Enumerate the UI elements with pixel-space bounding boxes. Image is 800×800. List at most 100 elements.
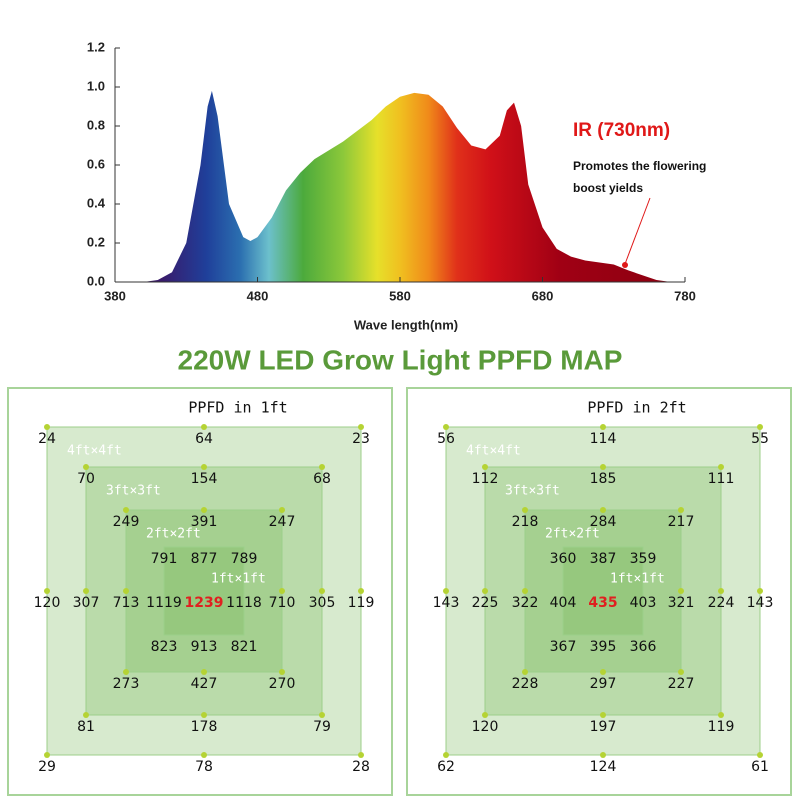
ppfd-value: 823 bbox=[151, 639, 178, 655]
ppfd-value: 56 bbox=[437, 431, 455, 447]
measure-dot bbox=[600, 424, 606, 430]
measure-dot bbox=[201, 752, 207, 758]
ppfd-value: 24 bbox=[38, 431, 56, 447]
x-tick-label: 480 bbox=[247, 288, 269, 303]
area-square bbox=[163, 546, 245, 636]
annotation-arrow bbox=[624, 197, 651, 265]
measure-dot bbox=[522, 588, 528, 594]
ppfd-value: 359 bbox=[630, 551, 657, 567]
measure-dot bbox=[718, 464, 724, 470]
ppfd-value: 119 bbox=[708, 719, 735, 735]
ppfd-value: 81 bbox=[77, 719, 95, 735]
ppfd-value: 111 bbox=[708, 471, 735, 487]
square-label: 2ft×2ft bbox=[545, 527, 600, 542]
center-value: 1239 bbox=[185, 595, 224, 611]
ppfd-value: 55 bbox=[751, 431, 769, 447]
measure-dot bbox=[319, 464, 325, 470]
ppfd-value: 404 bbox=[550, 595, 577, 611]
heading: 220W LED Grow Light PPFD MAP bbox=[178, 344, 623, 375]
ppfd-value: 713 bbox=[113, 595, 140, 611]
ppfd-value: 218 bbox=[512, 514, 539, 530]
map-panel bbox=[7, 387, 393, 796]
ppfd-value: 789 bbox=[231, 551, 258, 567]
ppfd-value: 29 bbox=[38, 759, 56, 775]
measure-dot bbox=[83, 712, 89, 718]
measure-dot bbox=[443, 588, 449, 594]
ppfd-value: 791 bbox=[151, 551, 178, 567]
measure-dot bbox=[678, 507, 684, 513]
square-label: 3ft×3ft bbox=[505, 484, 560, 499]
ppfd-value: 1119 bbox=[146, 595, 182, 611]
measure-dot bbox=[319, 712, 325, 718]
square-label: 3ft×3ft bbox=[106, 484, 161, 499]
measure-dot bbox=[279, 588, 285, 594]
ppfd-value: 305 bbox=[309, 595, 336, 611]
ppfd-value: 28 bbox=[352, 759, 370, 775]
annotation-point bbox=[622, 262, 628, 268]
measure-dot bbox=[201, 464, 207, 470]
ppfd-value: 68 bbox=[313, 471, 331, 487]
ppfd-value: 61 bbox=[751, 759, 769, 775]
x-tick-label: 580 bbox=[389, 288, 411, 303]
annotation-line: Promotes the flowering bbox=[573, 159, 706, 173]
ppfd-value: 270 bbox=[269, 676, 296, 692]
measure-dot bbox=[123, 588, 129, 594]
area-square bbox=[524, 509, 682, 673]
ppfd-value: 877 bbox=[191, 551, 218, 567]
measure-dot bbox=[600, 507, 606, 513]
measure-dot bbox=[482, 588, 488, 594]
ppfd-value: 307 bbox=[73, 595, 100, 611]
measure-dot bbox=[482, 464, 488, 470]
ppfd-value: 64 bbox=[195, 431, 213, 447]
measure-dot bbox=[718, 712, 724, 718]
measure-dot bbox=[482, 712, 488, 718]
measure-dot bbox=[201, 712, 207, 718]
center-value: 435 bbox=[588, 595, 617, 611]
annotation-title: IR (730nm) bbox=[573, 120, 670, 141]
ppfd-value: 913 bbox=[191, 639, 218, 655]
measure-dot bbox=[600, 752, 606, 758]
y-tick-label: 0.8 bbox=[87, 117, 105, 132]
ppfd-value: 395 bbox=[590, 639, 617, 655]
measure-dot bbox=[757, 424, 763, 430]
square-label: 1ft×1ft bbox=[610, 572, 665, 587]
y-tick-label: 0.0 bbox=[87, 273, 105, 288]
spectrum-chart: 0.0 0.2 0.4 0.6 0.8 1.0 1.2 380 480 580 680 780 Wave… bbox=[87, 39, 706, 332]
ppfd-value: 1118 bbox=[226, 595, 262, 611]
x-tick-label: 780 bbox=[674, 288, 696, 303]
square-label: 2ft×2ft bbox=[146, 527, 201, 542]
map-title: PPFD in 1ft bbox=[188, 399, 287, 417]
ppfd-value: 70 bbox=[77, 471, 95, 487]
measure-dot bbox=[123, 507, 129, 513]
ppfd-value: 273 bbox=[113, 676, 140, 692]
ppfd-value: 322 bbox=[512, 595, 539, 611]
annotation-line: boost yields bbox=[573, 181, 643, 195]
square-label: 1ft×1ft bbox=[211, 572, 266, 587]
ppfd-value: 710 bbox=[269, 595, 296, 611]
y-tick-label: 1.2 bbox=[87, 39, 105, 54]
ppfd-value: 821 bbox=[231, 639, 258, 655]
area-square bbox=[562, 546, 644, 636]
ppfd-value: 227 bbox=[668, 676, 695, 692]
measure-dot bbox=[443, 752, 449, 758]
measure-dot bbox=[201, 507, 207, 513]
ppfd-value: 143 bbox=[747, 595, 774, 611]
ppfd-value: 224 bbox=[708, 595, 735, 611]
ppfd-value: 403 bbox=[630, 595, 657, 611]
map-panel bbox=[406, 387, 792, 796]
y-tick-label: 1.0 bbox=[87, 78, 105, 93]
ppfd-value: 154 bbox=[191, 471, 218, 487]
ppfd-value: 391 bbox=[191, 514, 218, 530]
measure-dot bbox=[522, 507, 528, 513]
spectrum-area bbox=[143, 90, 671, 283]
ppfd-value: 367 bbox=[550, 639, 577, 655]
x-axis-label: Wave length(nm) bbox=[354, 317, 458, 332]
map-title: PPFD in 2ft bbox=[587, 399, 686, 417]
ppfd-value: 225 bbox=[472, 595, 499, 611]
y-tick-label: 0.4 bbox=[87, 195, 106, 210]
measure-dot bbox=[358, 424, 364, 430]
ppfd-value: 387 bbox=[590, 551, 617, 567]
ppfd-value: 78 bbox=[195, 759, 213, 775]
ppfd-value: 124 bbox=[590, 759, 617, 775]
